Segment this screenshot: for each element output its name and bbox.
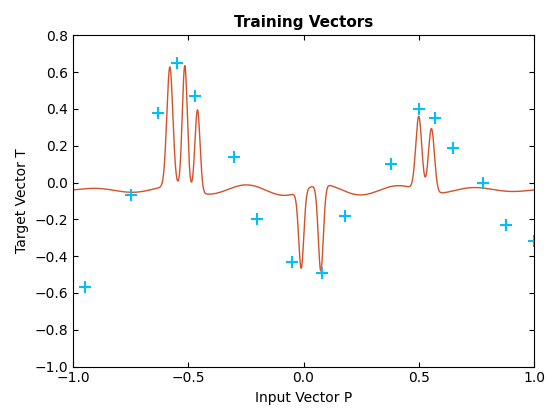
Title: Training Vectors: Training Vectors [234, 15, 373, 30]
X-axis label: Input Vector P: Input Vector P [255, 391, 352, 405]
Y-axis label: Target Vector T: Target Vector T [15, 149, 29, 253]
